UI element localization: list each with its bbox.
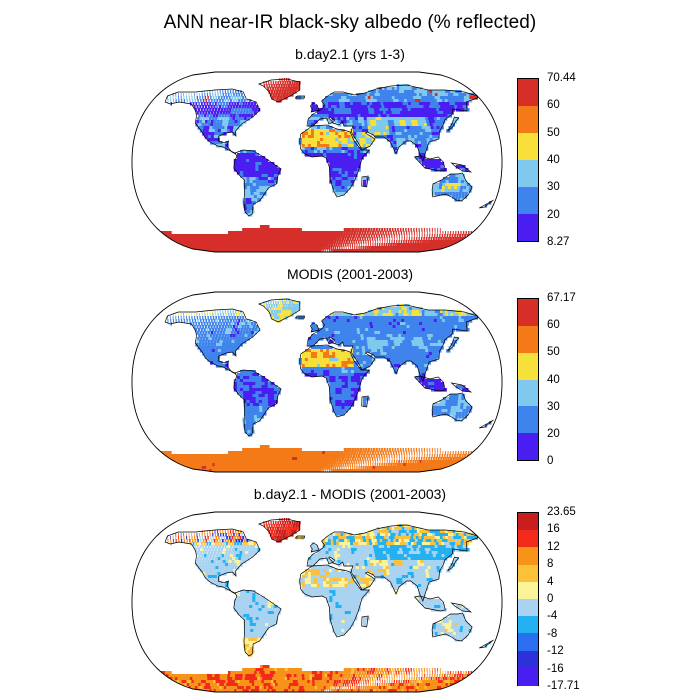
colorbar-segment xyxy=(518,187,538,215)
colorbar-label: 16 xyxy=(547,523,560,536)
land-cells xyxy=(159,78,492,252)
colorbar-label: 67.17 xyxy=(547,292,576,304)
colorbar-difference: 23.65 16 12 8 4 0 -4 -8 -12 -16 -17.71 xyxy=(517,506,597,692)
colorbar-segment xyxy=(518,530,538,548)
colorbar-segment xyxy=(518,325,538,354)
colorbar-label: -17.71 xyxy=(547,680,580,692)
panel-title-modis: MODIS (2001-2003) xyxy=(286,266,414,282)
colorbar-segment xyxy=(518,667,538,686)
colorbar-label: 0 xyxy=(547,593,554,605)
panel-title-model: b.day2.1 (yrs 1-3) xyxy=(295,46,405,62)
colorbar-segment xyxy=(518,352,538,380)
map-model xyxy=(131,71,503,253)
colorbar-label: 40 xyxy=(547,154,560,166)
colorbar-segment xyxy=(518,406,538,434)
colorbar-segment xyxy=(518,160,538,188)
land-cells xyxy=(159,298,492,472)
colorbar-segment xyxy=(518,106,538,134)
map-border xyxy=(131,511,503,693)
land-cells xyxy=(159,518,492,692)
colorbar-segment xyxy=(518,433,538,461)
coastlines xyxy=(164,518,494,657)
figure-title: ANN near-IR black-sky albedo (% reflecte… xyxy=(163,12,537,33)
colorbar-model: 70.44 60 50 40 30 20 8.27 xyxy=(517,72,597,248)
colorbar-label: -12 xyxy=(547,645,564,658)
colorbar-label: 50 xyxy=(547,346,560,359)
colorbar-segment xyxy=(518,79,538,107)
colorbar-segment xyxy=(518,650,538,669)
colorbar-segment xyxy=(518,547,538,566)
colorbar-segment xyxy=(518,299,538,327)
colorbar-box xyxy=(517,78,539,242)
colorbar-box xyxy=(517,512,539,686)
map-border xyxy=(131,291,503,473)
colorbar-segment xyxy=(518,214,538,242)
colorbar-segment xyxy=(518,379,538,407)
colorbar-label: 0 xyxy=(547,455,554,467)
colorbar-label: 40 xyxy=(547,373,560,386)
colorbar-label: 4 xyxy=(547,575,554,588)
colorbar-label: 12 xyxy=(547,540,560,553)
colorbar-label: 23.65 xyxy=(547,506,576,518)
colorbar-label: -4 xyxy=(547,610,558,623)
colorbar-label: -8 xyxy=(547,627,558,640)
colorbar-label: 60 xyxy=(547,99,560,112)
colorbar-label: 50 xyxy=(547,126,560,139)
colorbar-segment xyxy=(518,581,538,600)
colorbar-label: 20 xyxy=(547,208,560,221)
colorbar-box xyxy=(517,298,539,461)
colorbar-modis: 67.17 60 50 40 30 20 0 xyxy=(517,292,597,467)
map-modis xyxy=(131,291,503,473)
coastlines xyxy=(164,78,494,217)
colorbar-segment xyxy=(518,599,538,617)
panel-title-difference: b.day2.1 - MODIS (2001-2003) xyxy=(253,486,447,502)
colorbar-label: 70.44 xyxy=(547,72,576,84)
colorbar-segment xyxy=(518,133,538,161)
colorbar-segment xyxy=(518,633,538,652)
colorbar-label: 30 xyxy=(547,181,560,194)
colorbar-label: 8.27 xyxy=(547,236,570,248)
colorbar-label: -16 xyxy=(547,662,564,675)
colorbar-segment xyxy=(518,616,538,634)
colorbar-label: 30 xyxy=(547,400,560,413)
coastlines xyxy=(164,298,494,437)
map-difference xyxy=(131,511,503,693)
colorbar-label: 8 xyxy=(547,558,554,571)
colorbar-label: 60 xyxy=(547,319,560,332)
colorbar-segment xyxy=(518,564,538,583)
colorbar-label: 20 xyxy=(547,427,560,440)
colorbar-segment xyxy=(518,513,538,531)
map-border xyxy=(131,71,503,253)
